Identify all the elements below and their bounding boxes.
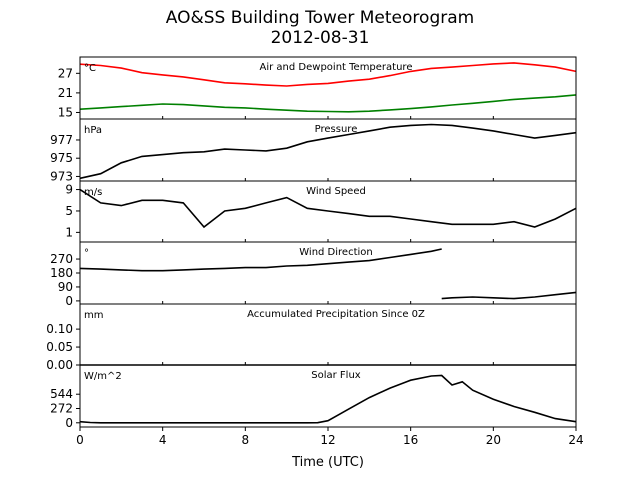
y-tick-label: 1 [65,225,73,239]
series-line [441,291,577,300]
x-tick-label: 20 [486,433,501,447]
x-tick-label: 8 [242,433,250,447]
y-tick-label: 90 [58,280,73,294]
y-tick-label: 0.00 [46,358,73,372]
y-tick-label: 272 [50,402,73,416]
y-tick-label: 973 [50,169,73,183]
y-tick-label: 5 [65,204,73,218]
chart-subtitle: 2012-08-31 [270,28,370,48]
panel-title: Air and Dewpoint Temperature [260,62,413,73]
y-tick-label: 977 [50,133,73,147]
series-line [79,94,577,113]
panel-2: 1 5 9 m/s Wind Speed [65,180,577,243]
panel-unit: ° [84,248,89,259]
panel-title: Wind Direction [299,247,373,258]
panel-title: Wind Speed [306,186,366,197]
y-tick-label: 0.10 [46,322,73,336]
y-tick-label: 15 [58,105,73,119]
panel-title: Pressure [315,124,358,135]
panel-1: 973 975 977 hPa Pressure [50,118,577,183]
panel-title: Accumulated Precipitation Since 0Z [247,309,425,320]
x-axis-label: Time (UTC) [291,455,364,470]
series-line [79,62,577,87]
series-line [79,123,577,180]
x-tick-label: 16 [403,433,418,447]
y-tick-label: 0.05 [46,340,73,354]
y-tick-label: 27 [58,66,73,80]
series-line [79,188,577,229]
y-tick-label: 270 [50,252,73,266]
x-tick-label: 12 [320,433,335,447]
panel-4: 0.00 0.05 0.10 mm Accumulated Precipitation … [46,303,577,372]
panel-0: 15 21 27 °C Air and Dewpoint Temperature [58,56,577,120]
y-tick-label: 180 [50,266,73,280]
series-line [79,374,577,424]
y-tick-label: 0 [65,416,73,430]
panel-unit: mm [84,310,103,321]
y-tick-label: 21 [58,86,73,100]
y-tick-label: 0 [65,294,73,308]
y-tick-label: 975 [50,151,73,165]
chart-title: AO&SS Building Tower Meteorogram [165,8,475,28]
y-tick-label: 544 [50,387,73,401]
panel-title: Solar Flux [311,370,361,381]
x-tick-label: 0 [76,433,84,447]
x-tick-label: 24 [568,433,583,447]
panel-unit: hPa [84,125,102,136]
panel-unit: W/m^2 [84,371,122,382]
x-tick-label: 4 [159,433,167,447]
panel-unit: m/s [84,187,102,198]
y-tick-label: 9 [65,183,73,197]
panel-unit: °C [84,63,96,74]
series-line [79,248,442,272]
